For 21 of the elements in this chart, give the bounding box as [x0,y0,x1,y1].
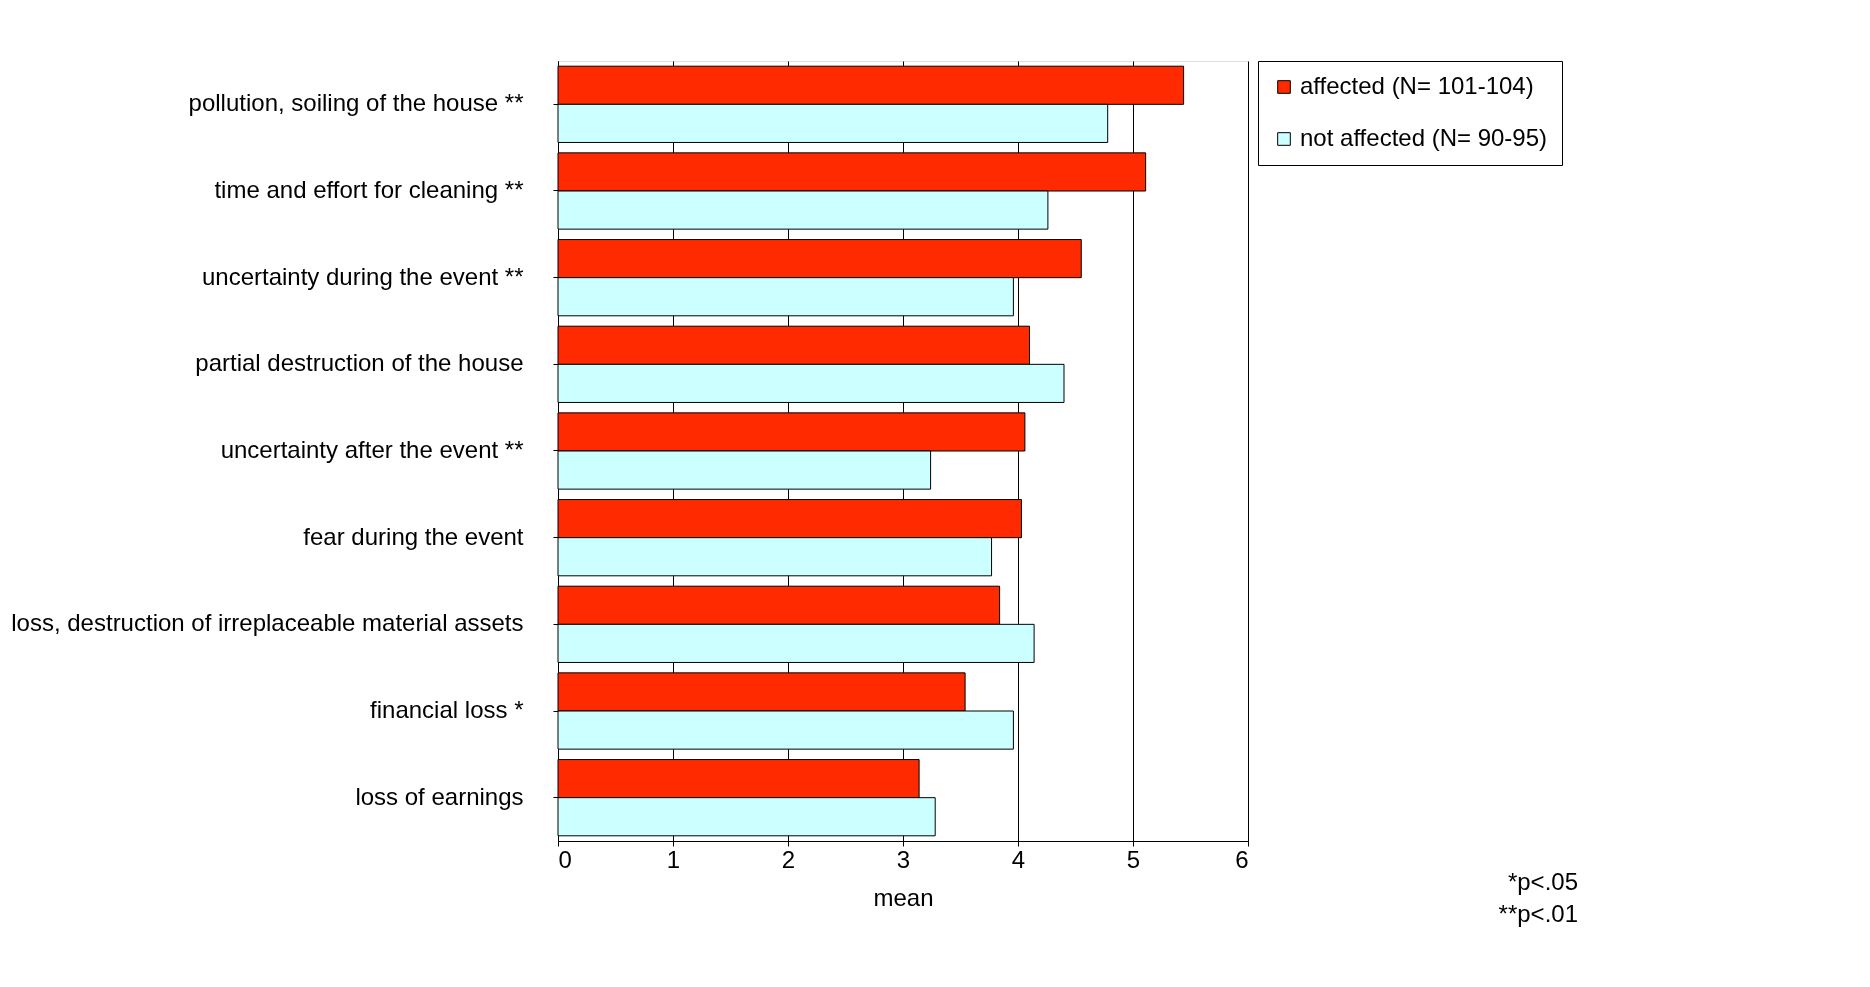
legend-label: not affected (N= 90-95) [1300,124,1548,151]
y-tick-label: loss of earnings [355,782,524,810]
y-tick-label: partial destruction of the house [195,349,524,377]
legend-label: affected (N= 101-104) [1300,72,1534,99]
x-tick-label: 1 [666,845,681,873]
y-tick-label: loss, destruction of irreplaceable material assets [11,609,524,637]
x-tick-label: 0 [558,845,572,873]
y-tick-label: uncertainty during the event ** [201,262,524,290]
text: **p<.01 [1498,900,1578,927]
x-tick-label: 5 [1126,845,1141,873]
text: *p<.05 [1507,868,1578,895]
y-tick-label: time and effort for cleaning ** [214,176,524,203]
y-tick-label: fear during the event [303,522,524,550]
y-tick-label: uncertainty after the event ** [220,436,524,463]
y-tick-label: pollution, soiling of the house ** [188,89,524,117]
x-tick-label: 2 [781,845,796,873]
x-tick-label: 3 [896,845,911,873]
y-tick-label: financial loss * [370,696,524,723]
x-tick-label: 6 [1235,845,1249,873]
x-axis-title: mean [873,883,934,911]
x-tick-label: 4 [1011,845,1026,873]
